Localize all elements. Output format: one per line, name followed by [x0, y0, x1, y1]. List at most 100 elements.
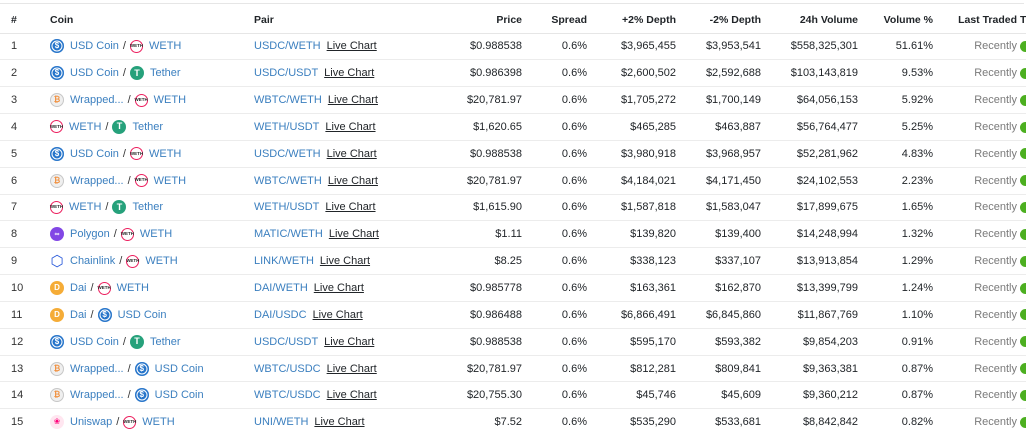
base-coin-link[interactable]: USD Coin	[70, 335, 119, 348]
col-header-volume-pct[interactable]: Volume %	[861, 7, 936, 34]
quote-coin-link[interactable]: Tether	[149, 335, 181, 348]
quote-coin-link[interactable]: Tether	[149, 67, 181, 80]
quote-coin-link[interactable]: USD Coin	[154, 362, 204, 375]
quote-coin-link[interactable]: WETH	[153, 174, 187, 187]
trust-score-dot-icon[interactable]	[1020, 363, 1026, 375]
quote-coin-link[interactable]: WETH	[153, 94, 187, 107]
base-coin-link[interactable]: USD Coin	[70, 67, 119, 80]
live-chart-link[interactable]: Live Chart	[328, 228, 379, 241]
table-row[interactable]: 12 $ USD Coin / T Tether USDC/USDT Live Chart $0…	[0, 328, 1026, 356]
trust-score-dot-icon[interactable]	[1020, 67, 1026, 79]
pair-link[interactable]: WBTC/USDC	[254, 362, 321, 375]
base-coin-link[interactable]: Wrapped...	[70, 362, 124, 375]
live-chart-link[interactable]: Live Chart	[314, 416, 365, 429]
live-chart-link[interactable]: Live Chart	[326, 389, 377, 402]
col-header-price[interactable]: Price	[424, 7, 525, 34]
quote-coin-link[interactable]: Tether	[132, 201, 164, 214]
pair-link[interactable]: LINK/WETH	[254, 255, 314, 268]
table-row[interactable]: 10 D Dai / WETH WETH DAI/WETH Live Chart $0.9857…	[0, 275, 1026, 302]
trust-score-dot-icon[interactable]	[1020, 148, 1026, 160]
pair-link[interactable]: USDC/USDT	[254, 335, 319, 348]
table-row[interactable]: 2 $ USD Coin / T Tether USDC/USDT Live Chart $0.…	[0, 60, 1026, 87]
live-chart-link[interactable]: Live Chart	[324, 67, 375, 80]
table-row[interactable]: 3 ₿ Wrapped... / WETH WETH WBTC/WETH Live Chart…	[0, 87, 1026, 114]
pair-link[interactable]: USDC/WETH	[254, 40, 321, 53]
base-coin-link[interactable]: Polygon	[70, 228, 110, 241]
pair-link[interactable]: WBTC/WETH	[254, 94, 322, 107]
trust-score-dot-icon[interactable]	[1020, 94, 1026, 106]
trust-score-dot-icon[interactable]	[1020, 41, 1026, 53]
base-coin-link[interactable]: WETH	[69, 201, 102, 214]
pair-link[interactable]: DAI/USDC	[254, 308, 307, 321]
quote-coin-link[interactable]: WETH	[116, 282, 149, 295]
col-header-pair[interactable]: Pair	[240, 7, 424, 34]
base-coin-link[interactable]: Wrapped...	[70, 174, 124, 187]
trust-score-dot-icon[interactable]	[1020, 336, 1026, 348]
pair-link[interactable]: UNI/WETH	[254, 416, 309, 429]
quote-coin-link[interactable]: WETH	[145, 255, 178, 268]
pair-link[interactable]: DAI/WETH	[254, 282, 308, 295]
base-coin-link[interactable]: Wrapped...	[70, 94, 124, 107]
table-row[interactable]: 6 ₿ Wrapped... / WETH WETH WBTC/WETH Live Chart…	[0, 167, 1026, 195]
base-coin-link[interactable]: USD Coin	[70, 147, 119, 160]
base-coin-link[interactable]: Dai	[70, 308, 87, 321]
base-coin-link[interactable]: Uniswap	[70, 416, 113, 429]
live-chart-link[interactable]: Live Chart	[319, 255, 371, 268]
table-row[interactable]: 13 ₿ Wrapped... / $ USD Coin WBTC/USDC Live Cha…	[0, 355, 1026, 382]
trust-score-dot-icon[interactable]	[1020, 121, 1026, 133]
col-header-num[interactable]: #	[0, 7, 38, 34]
table-row[interactable]: 1 $ USD Coin / WETH WETH USDC/WETH Live Chart $0…	[0, 33, 1026, 60]
pair-link[interactable]: WETH/USDT	[254, 120, 320, 133]
quote-coin-link[interactable]: WETH	[139, 228, 173, 241]
live-chart-link[interactable]: Live Chart	[324, 335, 375, 348]
live-chart-link[interactable]: Live Chart	[312, 308, 363, 321]
live-chart-link[interactable]: Live Chart	[327, 94, 378, 107]
pair-link[interactable]: USDC/USDT	[254, 67, 319, 80]
trust-score-dot-icon[interactable]	[1020, 309, 1026, 321]
live-chart-link[interactable]: Live Chart	[325, 201, 376, 214]
col-header-coin[interactable]: Coin	[38, 7, 240, 34]
table-row[interactable]: 9 ⬡ Chainlink / WETH WETH LINK/WETH Live Chart $…	[0, 248, 1026, 275]
pair-link[interactable]: MATIC/WETH	[254, 228, 323, 241]
pair-link[interactable]: USDC/WETH	[254, 147, 321, 160]
live-chart-link[interactable]: Live Chart	[326, 40, 377, 53]
col-header-minus-depth[interactable]: -2% Depth	[679, 7, 764, 34]
col-header-plus-depth[interactable]: +2% Depth	[590, 7, 679, 34]
trust-score-dot-icon[interactable]	[1020, 255, 1026, 267]
trust-score-dot-icon[interactable]	[1020, 202, 1026, 214]
quote-coin-link[interactable]: WETH	[142, 416, 175, 429]
live-chart-link[interactable]: Live Chart	[326, 362, 377, 375]
table-row[interactable]: 15 ❀ Uniswap / WETH WETH UNI/WETH Live Chart $7.…	[0, 409, 1026, 436]
trust-score-dot-icon[interactable]	[1020, 282, 1026, 294]
pair-link[interactable]: WBTC/USDC	[254, 389, 321, 402]
trust-score-dot-icon[interactable]	[1020, 228, 1026, 240]
col-header-last-traded[interactable]: Last Traded	[936, 7, 1020, 34]
table-row[interactable]: 5 $ USD Coin / WETH WETH USDC/WETH Live Chart $0…	[0, 140, 1026, 168]
quote-coin-link[interactable]: USD Coin	[154, 389, 204, 402]
col-header-volume[interactable]: 24h Volume	[764, 7, 861, 34]
table-row[interactable]: 14 ₿ Wrapped... / $ USD Coin WBTC/USDC Live Cha…	[0, 382, 1026, 409]
quote-coin-link[interactable]: USD Coin	[117, 308, 167, 321]
live-chart-link[interactable]: Live Chart	[313, 282, 364, 295]
pair-link[interactable]: WBTC/WETH	[254, 174, 322, 187]
trust-score-dot-icon[interactable]	[1020, 417, 1026, 429]
live-chart-link[interactable]: Live Chart	[326, 147, 377, 160]
table-row[interactable]: 8 ∞ Polygon / WETH WETH MATIC/WETH Live Chart $1…	[0, 221, 1026, 248]
base-coin-link[interactable]: Wrapped...	[70, 389, 124, 402]
quote-coin-link[interactable]: WETH	[148, 40, 182, 53]
base-coin-link[interactable]: Chainlink	[70, 255, 116, 268]
live-chart-link[interactable]: Live Chart	[327, 174, 378, 187]
quote-coin-link[interactable]: WETH	[148, 147, 182, 160]
trust-score-dot-icon[interactable]	[1020, 175, 1026, 187]
quote-coin-link[interactable]: Tether	[132, 120, 164, 133]
pair-link[interactable]: WETH/USDT	[254, 201, 320, 214]
table-row[interactable]: 7 WETH WETH / T Tether WETH/USDT Live Chart $1,6…	[0, 194, 1026, 221]
col-header-spread[interactable]: Spread	[525, 7, 590, 34]
live-chart-link[interactable]: Live Chart	[325, 120, 376, 133]
trust-score-dot-icon[interactable]	[1020, 389, 1026, 401]
col-header-trust-score[interactable]: Trust Score	[1020, 7, 1026, 34]
base-coin-link[interactable]: WETH	[69, 120, 102, 133]
table-row[interactable]: 11 D Dai / $ USD Coin DAI/USDC Live Chart $0.986…	[0, 301, 1026, 329]
base-coin-link[interactable]: Dai	[70, 282, 87, 295]
table-row[interactable]: 4 WETH WETH / T Tether WETH/USDT Live Chart $1,6…	[0, 114, 1026, 141]
